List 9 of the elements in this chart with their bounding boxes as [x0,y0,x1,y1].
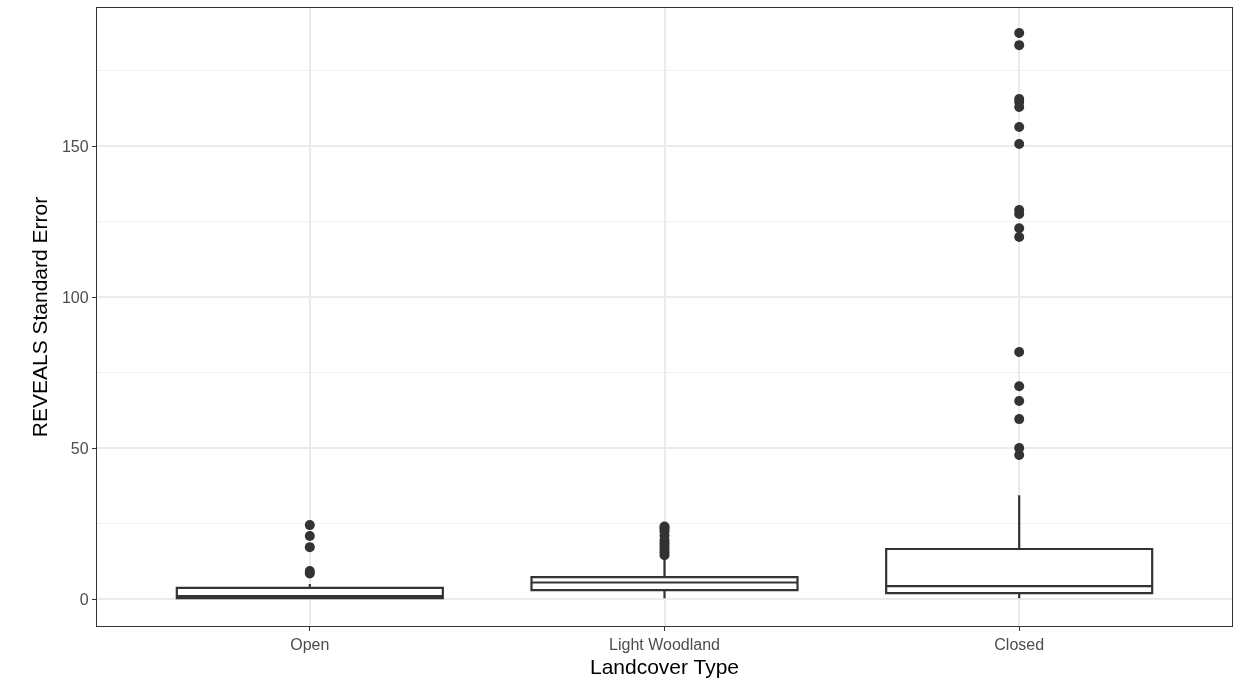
x-tick-label: Closed [994,636,1045,654]
x-tick-label: Light Woodland [609,636,720,654]
x-axis-title: Landcover Type [589,654,740,678]
y-tick-label: 50 [70,439,89,457]
y-tick-label: 100 [61,288,89,306]
y-tick-label: 0 [79,590,89,608]
y-tick-label: 150 [61,137,89,155]
y-axis-title: REVEALS Standard Error [28,196,52,438]
x-tick-label: Open [290,636,330,654]
